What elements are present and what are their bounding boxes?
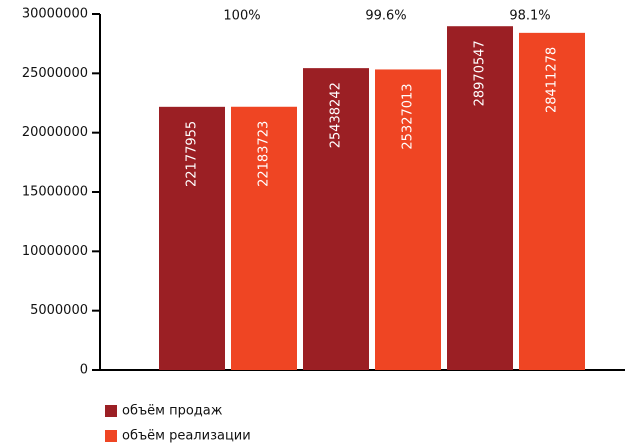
data-label: 22177955	[185, 121, 200, 187]
y-tick-label: 30000000	[22, 7, 88, 22]
data-label: 22183723	[257, 121, 272, 187]
legend-swatch	[105, 405, 117, 417]
data-label: 28970547	[473, 40, 488, 106]
annotation: 99.6%	[365, 9, 406, 24]
y-tick-label: 10000000	[22, 244, 88, 259]
y-tick-label: 15000000	[22, 185, 88, 200]
bar	[519, 32, 585, 370]
bar	[447, 26, 513, 370]
data-label: 28411278	[545, 47, 560, 113]
legend-label: объём продаж	[122, 404, 223, 419]
y-tick-label: 20000000	[22, 125, 88, 140]
annotation: 100%	[223, 9, 260, 24]
y-tick-label: 25000000	[22, 66, 88, 81]
bar	[303, 68, 369, 370]
bar	[231, 106, 297, 371]
legend-swatch	[105, 430, 117, 442]
bar	[375, 69, 441, 370]
bar	[159, 106, 225, 371]
legend-label: объём реализации	[122, 429, 251, 444]
y-tick-label: 0	[80, 363, 88, 378]
data-label: 25438242	[329, 82, 344, 148]
annotation: 98.1%	[509, 9, 550, 24]
data-label: 25327013	[401, 83, 416, 149]
y-tick-label: 5000000	[30, 303, 88, 318]
